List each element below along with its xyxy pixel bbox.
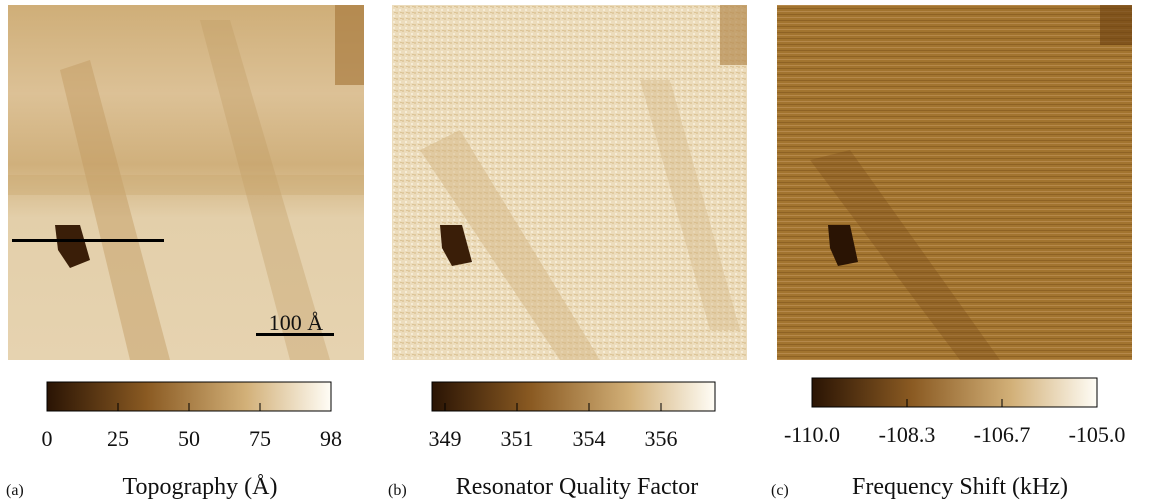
tick-label: 356: [645, 426, 678, 451]
tick-label: 98: [320, 426, 342, 451]
panel-title: Resonator Quality Factor: [456, 474, 699, 500]
tick-label: 50: [178, 426, 200, 451]
panel-label: (a): [6, 482, 24, 499]
tick-label: 349: [429, 426, 462, 451]
tick-label: -110.0: [784, 422, 840, 447]
quality-factor-image: [392, 5, 747, 360]
panel-title: Frequency Shift (kHz): [852, 474, 1068, 500]
topography-image: 100 Å: [8, 5, 364, 360]
tick-label: -105.0: [1069, 422, 1126, 447]
colorbar: [432, 382, 715, 411]
frequency-shift-image: [777, 5, 1132, 360]
tick-label: 351: [501, 426, 534, 451]
scale-bar-label: 100 Å: [269, 310, 324, 335]
tick-label: 354: [573, 426, 606, 451]
figure: 100 Å 0 25 50 75 98 349 351 354 356 -110.0 -108.3 -…: [0, 0, 1150, 502]
panel-title: Topography (Å): [123, 474, 278, 500]
panel-label: (c): [771, 482, 789, 499]
tick-label: 0: [42, 426, 53, 451]
tick-label: 25: [107, 426, 129, 451]
tick-label: -106.7: [974, 422, 1031, 447]
colorbar: [812, 378, 1097, 407]
tick-label: -108.3: [879, 422, 936, 447]
tick-label: 75: [249, 426, 271, 451]
panel-label: (b): [388, 482, 407, 499]
